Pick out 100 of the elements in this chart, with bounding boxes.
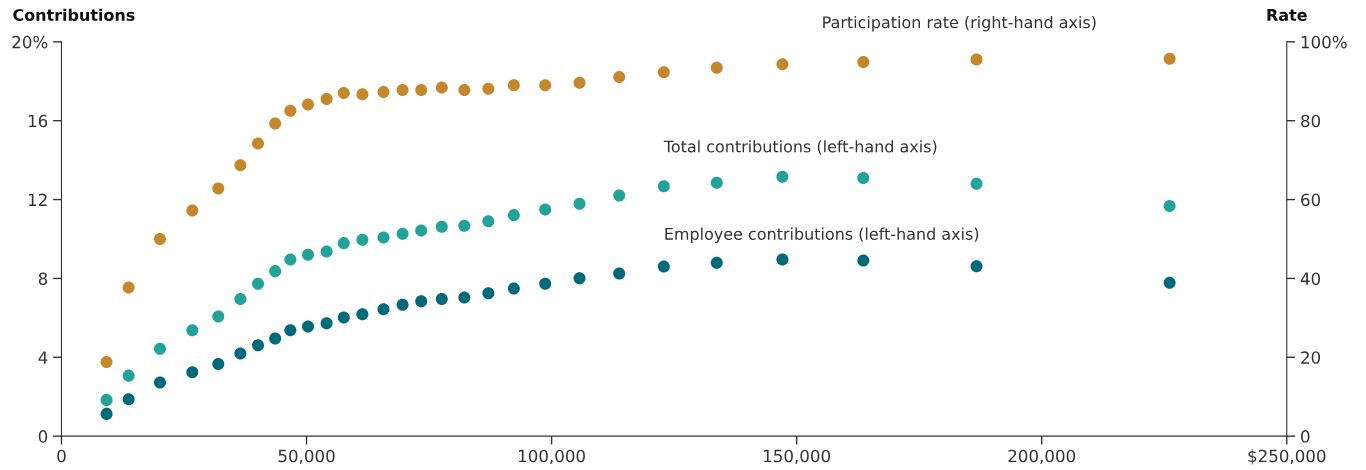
point: [269, 265, 282, 278]
point: [539, 277, 552, 290]
point: [573, 76, 586, 89]
y2-tick-label: 100%: [1301, 35, 1347, 49]
y2-axis-title: Rate: [1267, 9, 1307, 21]
point: [482, 287, 495, 300]
point: [122, 369, 135, 382]
point: [710, 176, 723, 189]
series-label: Total contributions (left-hand axis): [663, 140, 937, 155]
point: [573, 272, 586, 285]
point: [396, 298, 409, 311]
point: [377, 231, 390, 244]
point: [100, 407, 113, 420]
point: [212, 357, 225, 371]
y-tick-label: 16: [28, 114, 48, 128]
point: [1163, 276, 1176, 289]
y-tick-label: 20%: [12, 35, 48, 49]
point: [435, 81, 448, 94]
point: [337, 311, 350, 324]
point: [100, 393, 113, 406]
y-tick-label: 12: [28, 193, 47, 206]
point: [776, 253, 789, 266]
point: [212, 310, 225, 323]
point: [234, 292, 247, 305]
point: [251, 137, 265, 150]
point: [301, 248, 315, 261]
x-tick-label: 200,000: [1008, 449, 1076, 464]
point: [284, 104, 297, 117]
point: [186, 324, 199, 337]
point: [100, 356, 113, 369]
point: [482, 82, 495, 95]
point: [1163, 200, 1176, 213]
point: [377, 85, 390, 98]
point: [284, 324, 297, 337]
point: [710, 61, 723, 74]
point: [153, 342, 166, 355]
point: [284, 253, 297, 266]
point: [776, 170, 789, 183]
y2-tick-label: 60: [1301, 193, 1321, 207]
point: [657, 260, 670, 273]
point: [613, 70, 626, 83]
point: [122, 281, 135, 294]
y2-tick-label: 0: [1301, 430, 1310, 443]
point: [657, 180, 670, 193]
y2-tick-label: 20: [1301, 351, 1321, 364]
point: [212, 182, 225, 195]
point: [269, 117, 282, 130]
point: [356, 233, 369, 246]
point: [613, 267, 626, 280]
y-tick-label: 0: [38, 430, 48, 443]
point: [435, 220, 448, 233]
point: [776, 58, 789, 71]
y-tick-label: 4: [38, 351, 48, 364]
point: [153, 376, 166, 389]
y-axis-title: Contributions: [13, 8, 135, 21]
point: [337, 237, 350, 250]
point: [251, 277, 265, 290]
y-tick-label: 8: [38, 272, 48, 285]
point: [320, 92, 333, 106]
series-label: Employee contributions (left-hand axis): [665, 227, 979, 243]
point: [573, 197, 586, 210]
point: [657, 66, 670, 79]
point: [539, 203, 552, 216]
point: [1163, 52, 1176, 65]
x-tick-label: 0: [57, 449, 66, 463]
point: [396, 83, 409, 96]
point: [458, 219, 471, 232]
y2-tick-label: 80: [1301, 114, 1321, 128]
point: [857, 254, 870, 267]
point: [320, 317, 333, 330]
point: [377, 303, 390, 316]
x-tick-label: 150,000: [764, 449, 830, 464]
point: [396, 227, 409, 240]
point: [415, 83, 428, 96]
point: [415, 295, 428, 308]
x-tick-label: 50,000: [278, 449, 335, 464]
point: [356, 308, 369, 321]
point: [857, 55, 870, 68]
x-tick-label: $250,000: [1248, 449, 1326, 465]
point: [337, 87, 350, 100]
point: [251, 339, 265, 352]
point: [458, 83, 471, 96]
point: [507, 282, 520, 295]
point: [970, 260, 983, 273]
point: [482, 215, 495, 228]
point: [857, 172, 870, 185]
point: [458, 291, 471, 304]
point: [970, 177, 983, 190]
point: [415, 224, 428, 237]
point: [356, 88, 369, 101]
point: [234, 347, 247, 360]
point: [320, 245, 333, 258]
point: [301, 98, 315, 111]
point: [153, 232, 166, 246]
point: [435, 292, 448, 305]
point: [539, 79, 552, 92]
point: [301, 320, 315, 333]
text: Participation rate (right-hand axis): [823, 15, 1096, 32]
point: [710, 256, 723, 269]
point: [234, 159, 247, 172]
